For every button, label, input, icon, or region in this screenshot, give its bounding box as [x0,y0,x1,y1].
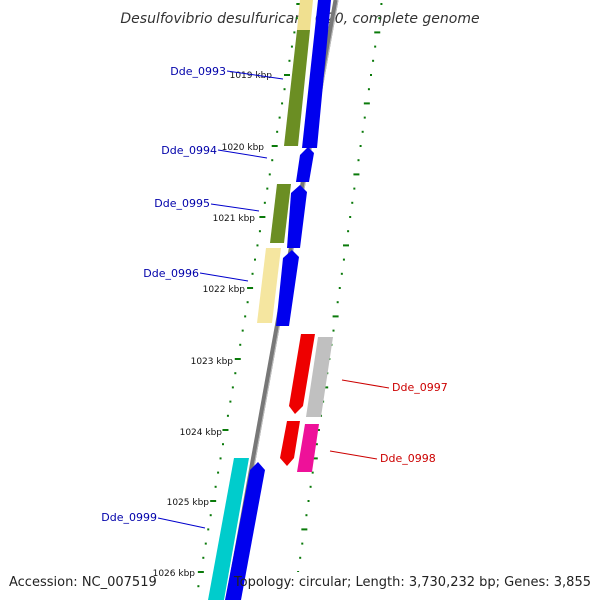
gene-label-dde-0999[interactable]: Dde_0999 [101,511,157,524]
cog-bar-dde-0999 [208,458,249,600]
cog-bar-dde-0993-pale [297,0,313,30]
gene-arrow-dde-0994[interactable] [296,147,314,182]
leader-dde-0997 [341,379,390,389]
kbp-label: 1020 kbp [222,143,265,153]
kbp-labels: 1019 kbp 1020 kbp 1021 kbp 1022 kbp 1023… [153,71,273,579]
inner-tick-track [197,3,303,588]
gene-label-dde-0995[interactable]: Dde_0995 [154,197,210,210]
cog-bar-dde-0995 [270,184,291,243]
gene-label-dde-0994[interactable]: Dde_0994 [161,144,217,157]
leader-dde-0998 [329,450,378,460]
cog-bar-dde-0993 [284,30,310,146]
leader-dde-0995 [210,203,260,212]
gene-arrow-dde-0997[interactable] [289,334,315,414]
summary-text: Topology: circular; Length: 3,730,232 bp… [233,575,591,590]
gene-arrow-dde-0998[interactable] [280,421,300,466]
gene-label-dde-0998[interactable]: Dde_0998 [380,452,436,465]
leader-dde-0994 [217,149,268,159]
cog-bar-dde-0997 [306,337,333,417]
gene-label-dde-0993[interactable]: Dde_0993 [170,65,226,78]
cog-bar-dde-0996 [257,248,281,323]
kbp-label: 1024 kbp [180,428,223,438]
gene-arrow-dde-0995[interactable] [287,185,307,248]
gene-arrow-dde-0996[interactable] [276,250,299,326]
kbp-label: 1026 kbp [153,569,196,579]
kbp-label: 1023 kbp [191,357,234,367]
gene-arrow-dde-0993[interactable] [302,0,331,148]
kbp-label: 1022 kbp [203,285,246,295]
leader-dde-0996 [199,272,249,282]
leader-dde-0993 [226,70,284,80]
accession-text: Accession: NC_007519 [9,575,157,590]
gene-arrow-dde-0999[interactable] [225,462,265,600]
kbp-label: 1021 kbp [213,214,256,224]
kbp-label: 1019 kbp [230,71,273,81]
kbp-label: 1025 kbp [167,498,210,508]
gene-label-dde-0997[interactable]: Dde_0997 [392,381,448,394]
gene-labels: Dde_0993 Dde_0994 Dde_0995 Dde_0996 Dde_… [101,65,447,524]
gene-label-dde-0996[interactable]: Dde_0996 [143,267,199,280]
footer-accession-bg [6,572,146,590]
footer-summary-bg [260,572,594,590]
cog-bar-dde-0998 [297,424,319,472]
gene-leaders [157,70,390,529]
leader-dde-0999 [157,517,206,529]
